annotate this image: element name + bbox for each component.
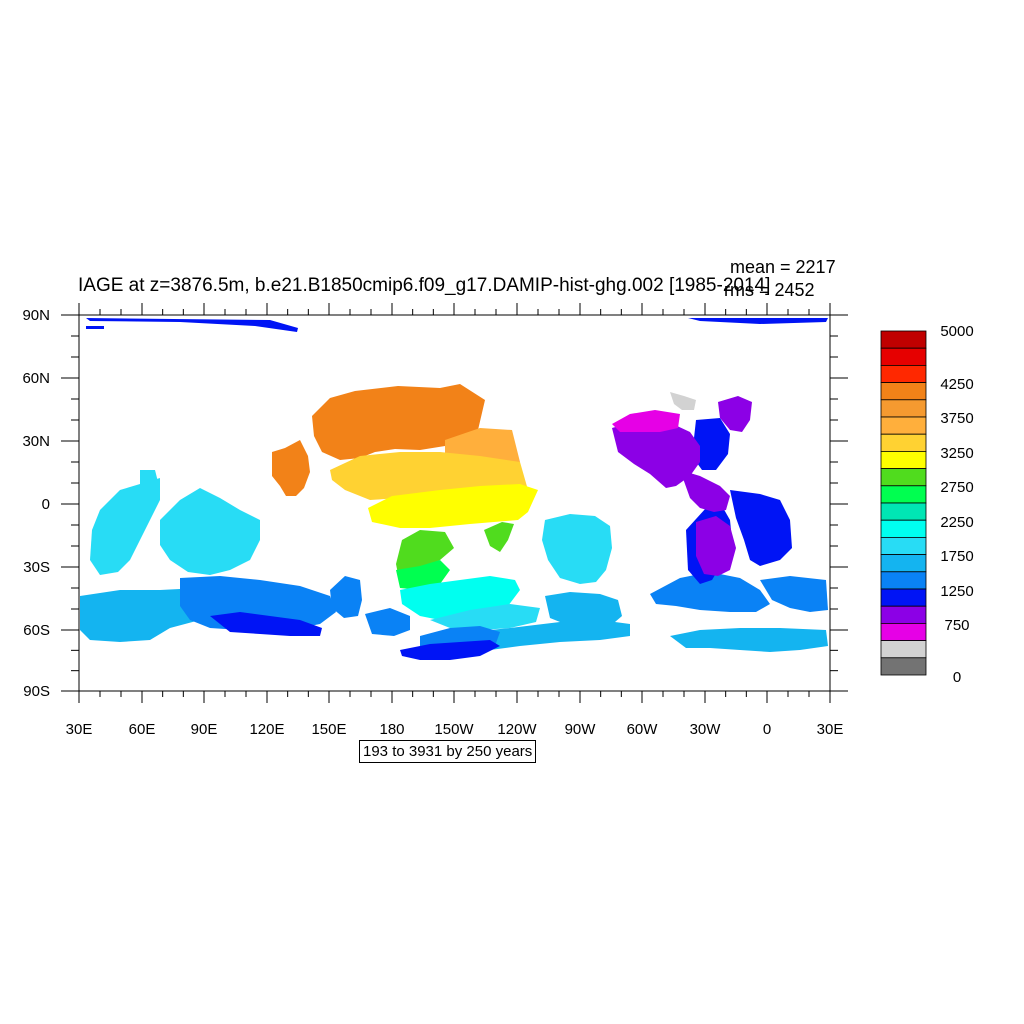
- region-south-indian-light: [90, 478, 160, 575]
- colorbar-box: [880, 416, 927, 435]
- region-se-pacific-light: [430, 604, 540, 630]
- lon-label: 150W: [434, 721, 474, 738]
- colorbar-box: [880, 347, 927, 366]
- colorbar-box: [880, 502, 927, 521]
- colorbar-box: [880, 537, 927, 556]
- colorbar-label: 3250: [940, 445, 973, 462]
- colorbar-box: [880, 433, 927, 452]
- region-north-pacific-upper: [312, 384, 485, 460]
- latitude-labels: 90N 60N 30N 0 30S 60S 90S: [22, 307, 50, 700]
- lon-label: 180: [379, 721, 404, 738]
- region-pacific-tail-green: [484, 522, 514, 552]
- lon-label: 30E: [66, 721, 93, 738]
- region-atlantic-purple-mid: [680, 470, 730, 512]
- region-atlantic-purple-south: [696, 516, 736, 576]
- region-ross-blue: [400, 640, 500, 660]
- region-equatorial-pacific: [368, 484, 538, 528]
- colorbar-box: [880, 554, 927, 573]
- colorbar-box: [880, 330, 927, 349]
- region-east-pacific-green2: [396, 560, 450, 590]
- lat-label: 30S: [23, 559, 50, 576]
- region-tasman-medblue: [330, 576, 362, 618]
- lat-label: 0: [42, 496, 50, 513]
- colorbar-box: [880, 382, 927, 401]
- region-atlantic-deep-blue-north: [692, 418, 730, 470]
- colorbar-label: 1750: [940, 548, 973, 565]
- colorbar-label: 5000: [940, 323, 973, 340]
- longitude-labels: 30E 60E 90E 120E 150E 180 150W 120W 90W 60W 30W 0 30…: [66, 721, 844, 738]
- lat-label: 60S: [23, 622, 50, 639]
- region-atlantic-purple-west: [612, 418, 700, 488]
- region-atlantic-s-sky: [670, 628, 828, 652]
- colorbar-box: [880, 468, 927, 487]
- lat-label: 90S: [23, 683, 50, 700]
- colorbar-box: [880, 640, 927, 659]
- lon-label: 150E: [311, 721, 346, 738]
- lon-label: 120E: [249, 721, 284, 738]
- colorbar-label: 1250: [940, 583, 973, 600]
- map-title: IAGE at z=3876.5m, b.e21.B1850cmip6.f09_…: [78, 275, 771, 296]
- lon-label: 90E: [191, 721, 218, 738]
- region-south-atlantic-cyan: [542, 514, 612, 584]
- colorbar-box: [880, 399, 927, 418]
- colorbar-label: 4250: [940, 376, 973, 393]
- region-southern-ocean-sky: [470, 620, 630, 650]
- colorbar: 5000 4250 3750 3250 2750 2250 1750 1250 750 0: [880, 323, 974, 686]
- colorbar-box: [880, 450, 927, 469]
- lat-label: 60N: [22, 370, 50, 387]
- mean-value: mean = 2217: [730, 257, 836, 277]
- colorbar-box: [880, 657, 927, 676]
- colorbar-box: [880, 485, 927, 504]
- colorbar-box: [880, 623, 927, 642]
- lon-label: 0: [763, 721, 771, 738]
- lon-label: 30W: [690, 721, 722, 738]
- iage-field: [80, 318, 828, 660]
- lat-label: 30N: [22, 433, 50, 450]
- region-atlantic-purple-east: [718, 396, 752, 432]
- colorbar-box: [880, 571, 927, 590]
- region-atlantic-deep-blue-mid: [730, 490, 792, 566]
- region-indian-south-blue: [210, 612, 322, 636]
- colorbar-box: [880, 605, 927, 624]
- lon-label: 90W: [565, 721, 597, 738]
- region-arctic-east: [688, 318, 828, 324]
- colorbar-label: 2250: [940, 514, 973, 531]
- contour-info-box: 193 to 3931 by 250 years: [359, 740, 537, 763]
- region-japan-sea-area: [272, 440, 310, 496]
- region-atlantic-s-medblue: [650, 572, 770, 612]
- axis-ticks: [61, 303, 848, 703]
- region-north-pacific-central: [445, 428, 520, 462]
- region-arctic-sliver: [86, 326, 104, 329]
- colorbar-label: 0: [953, 669, 961, 686]
- region-pacific-sw-medblue: [365, 608, 410, 636]
- lat-label: 90N: [22, 307, 50, 324]
- rms-value: rms = 2452: [724, 280, 815, 300]
- colorbar-box: [880, 519, 927, 538]
- region-arctic-gray: [670, 392, 696, 410]
- region-indian-small-island: [140, 470, 160, 500]
- colorbar-label: 750: [944, 617, 969, 634]
- colorbar-label: 2750: [940, 479, 973, 496]
- colorbar-box: [880, 588, 927, 607]
- region-atlantic-east-medblue: [760, 576, 828, 612]
- region-labrador-magenta: [612, 410, 680, 432]
- lon-label: 30E: [817, 721, 844, 738]
- region-indian-central: [160, 488, 260, 575]
- region-arctic-west: [86, 318, 298, 332]
- colorbar-label: 3750: [940, 410, 973, 427]
- lon-label: 60E: [129, 721, 156, 738]
- lon-label: 60W: [627, 721, 659, 738]
- lon-label: 120W: [497, 721, 537, 738]
- colorbar-box: [880, 364, 927, 383]
